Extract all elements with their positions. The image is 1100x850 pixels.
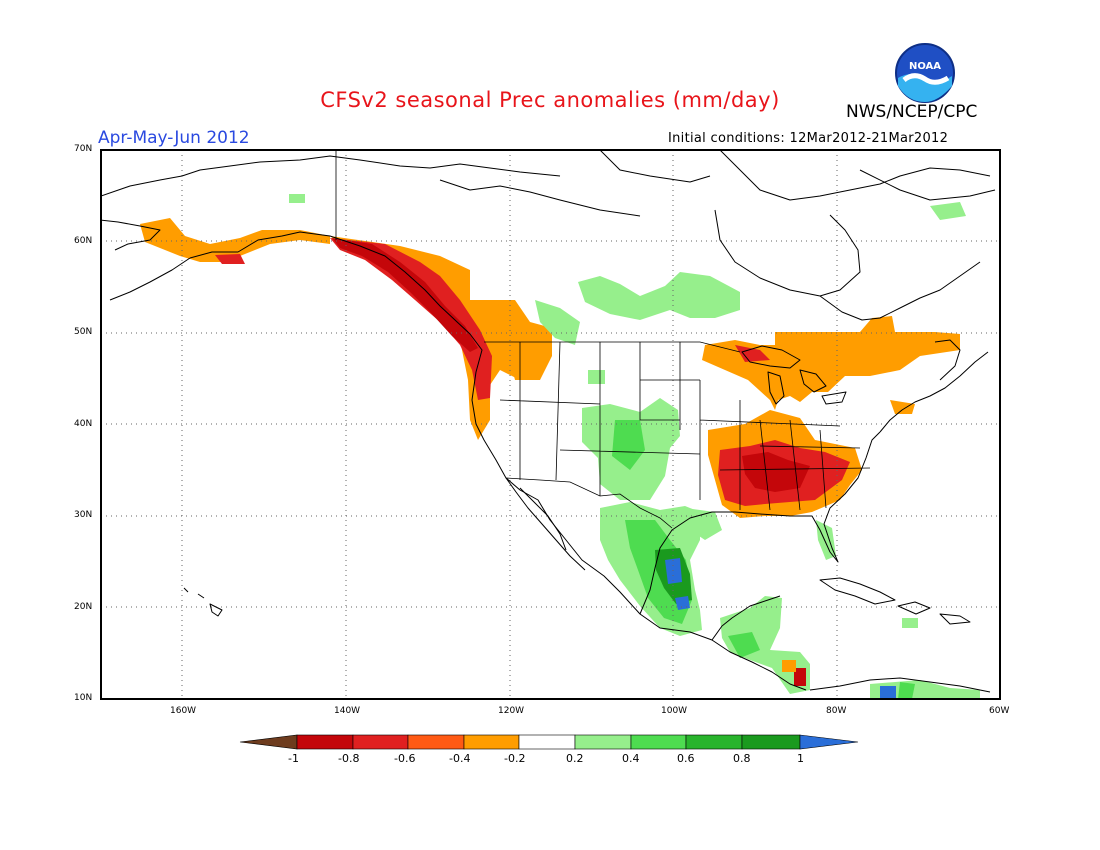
map-title: CFSv2 seasonal Prec anomalies (mm/day) xyxy=(320,88,780,112)
anomaly-region xyxy=(816,520,836,560)
anomaly-region xyxy=(742,452,810,492)
lat-tick-70n: 70N xyxy=(74,144,93,154)
colorbar-cap-low xyxy=(239,734,298,750)
anomaly-region xyxy=(735,345,770,362)
colorbar-label: -0.6 xyxy=(394,752,416,765)
anomaly-region xyxy=(880,686,896,699)
anomaly-region xyxy=(870,680,980,699)
noaa-logo-icon: NOAA xyxy=(895,43,955,103)
anomaly-region xyxy=(215,254,245,264)
colorbar-swatch xyxy=(407,734,465,750)
colorbar-label: 0.4 xyxy=(622,752,640,765)
coastlines xyxy=(101,150,996,693)
anomaly-region xyxy=(535,300,580,345)
anomaly-region xyxy=(930,202,966,220)
colorbar-cap-high xyxy=(799,734,859,750)
anomaly-region xyxy=(612,420,645,470)
colorbar-swatch xyxy=(463,734,520,750)
anomaly-region xyxy=(685,508,722,540)
colorbar-label: 0.2 xyxy=(566,752,584,765)
anomaly-region xyxy=(702,316,960,410)
precip-anomaly-map xyxy=(100,149,1001,700)
colorbar-swatch xyxy=(574,734,632,750)
colorbar-label: -1 xyxy=(288,752,299,765)
anomaly-region xyxy=(289,194,305,203)
coastline xyxy=(711,595,781,641)
coastline xyxy=(101,219,161,251)
anomaly-region xyxy=(898,682,915,699)
colorbar xyxy=(239,734,859,750)
lon-tick-80w: 80W xyxy=(826,706,847,716)
coastline xyxy=(741,345,801,369)
anomaly-region xyxy=(902,618,918,628)
coastline xyxy=(101,155,561,197)
colorbar-swatch xyxy=(630,734,687,750)
coastline xyxy=(189,231,807,691)
coastline xyxy=(809,677,991,693)
colorbar-label: 1 xyxy=(797,752,804,765)
lon-tick-140w: 140W xyxy=(334,706,361,716)
anomaly-region xyxy=(498,300,552,380)
colorbar-label: -0.8 xyxy=(338,752,360,765)
anomaly-region xyxy=(794,668,806,686)
colorbar-swatch xyxy=(685,734,743,750)
coastline xyxy=(799,369,827,393)
coastline xyxy=(599,150,711,183)
graticule xyxy=(101,150,1000,699)
coastline xyxy=(934,339,961,381)
coastline xyxy=(505,477,586,571)
colorbar-label: 0.8 xyxy=(733,752,751,765)
initial-conditions: Initial conditions: 12Mar2012-21Mar2012 xyxy=(668,131,949,146)
coastline xyxy=(639,431,881,615)
coastline xyxy=(859,169,996,201)
colorbar-swatch xyxy=(741,734,801,750)
coastline xyxy=(767,371,785,405)
coastline xyxy=(939,613,971,625)
lat-tick-10n: 10N xyxy=(74,693,93,703)
lat-tick-20n: 20N xyxy=(74,602,93,612)
logo-text: NOAA xyxy=(909,61,941,72)
border-us-canada xyxy=(484,341,741,353)
anomaly-region xyxy=(890,400,915,414)
border-us-mexico xyxy=(505,477,673,529)
colorbar-swatch xyxy=(518,734,576,750)
colorbar-label: 0.6 xyxy=(677,752,695,765)
lon-tick-120w: 120W xyxy=(498,706,525,716)
coastline xyxy=(819,261,981,321)
anomaly-region xyxy=(140,218,330,262)
political-borders xyxy=(335,150,871,529)
colorbar-swatch xyxy=(296,734,354,750)
forecast-period: Apr-May-Jun 2012 xyxy=(98,128,250,148)
coastline xyxy=(821,391,847,405)
organization-label: NWS/NCEP/CPC xyxy=(846,102,978,122)
anomaly-region xyxy=(330,238,492,400)
coastline xyxy=(439,179,641,217)
colorbar-swatch xyxy=(352,734,409,750)
anomaly-region xyxy=(782,660,796,672)
coastline xyxy=(897,601,931,615)
coastline xyxy=(879,351,989,433)
lon-tick-100w: 100W xyxy=(661,706,688,716)
coastline xyxy=(109,257,191,301)
coastline xyxy=(819,577,896,605)
coastline xyxy=(519,487,567,551)
coastline xyxy=(183,587,223,617)
lat-tick-50n: 50N xyxy=(74,327,93,337)
anomaly-region xyxy=(332,238,478,352)
colorbar-label: -0.4 xyxy=(449,752,471,765)
map-frame xyxy=(100,149,1001,700)
lon-tick-160w: 160W xyxy=(170,706,197,716)
anomaly-region xyxy=(588,370,605,384)
colorbar-label: -0.2 xyxy=(504,752,526,765)
anomaly-shading xyxy=(140,194,980,699)
lat-tick-40n: 40N xyxy=(74,419,93,429)
anomaly-region xyxy=(578,272,740,320)
lat-tick-30n: 30N xyxy=(74,510,93,520)
anomaly-region xyxy=(728,632,760,658)
coastline xyxy=(714,209,861,297)
lat-tick-60n: 60N xyxy=(74,236,93,246)
state-lines xyxy=(499,341,871,511)
lon-tick-60w: 60W xyxy=(989,706,1010,716)
coastline xyxy=(719,150,991,201)
